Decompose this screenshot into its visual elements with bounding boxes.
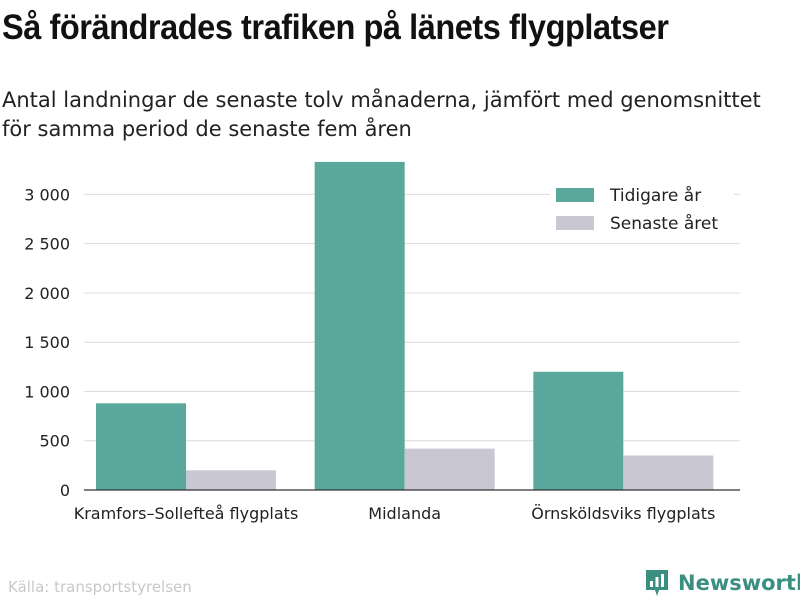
bar (186, 470, 276, 490)
source-note: Källa: transportstyrelsen (8, 578, 192, 596)
legend-swatch (556, 188, 594, 202)
bar (404, 448, 495, 490)
bar (96, 403, 186, 490)
legend-swatch (556, 216, 594, 230)
bar (533, 371, 624, 490)
y-tick-label: 1 000 (24, 382, 70, 401)
chart-subtitle: Antal landningar de senaste tolv månader… (2, 88, 761, 141)
x-tick-label: Midlanda (368, 504, 441, 523)
y-tick-label: 500 (39, 432, 70, 451)
chart-title: Så förändrades trafiken på länets flygpl… (2, 8, 669, 47)
bar (314, 161, 405, 490)
bar (623, 455, 714, 490)
y-tick-label: 2 500 (24, 235, 70, 254)
y-tick-label: 2 000 (24, 284, 70, 303)
y-tick-label: 3 000 (24, 185, 70, 204)
x-tick-label: Kramfors–Sollefteå flygplats (74, 504, 299, 523)
y-tick-label: 0 (60, 481, 70, 500)
legend-label: Senaste året (610, 213, 718, 234)
x-tick-label: Örnsköldsviks flygplats (531, 504, 715, 523)
y-tick-label: 1 500 (24, 333, 70, 352)
bar-chart-logo-icon (646, 570, 668, 596)
legend-label: Tidigare år (609, 185, 701, 206)
brand-name: Newsworthy (678, 571, 800, 595)
brand-logo: Newsworthy (644, 566, 800, 600)
